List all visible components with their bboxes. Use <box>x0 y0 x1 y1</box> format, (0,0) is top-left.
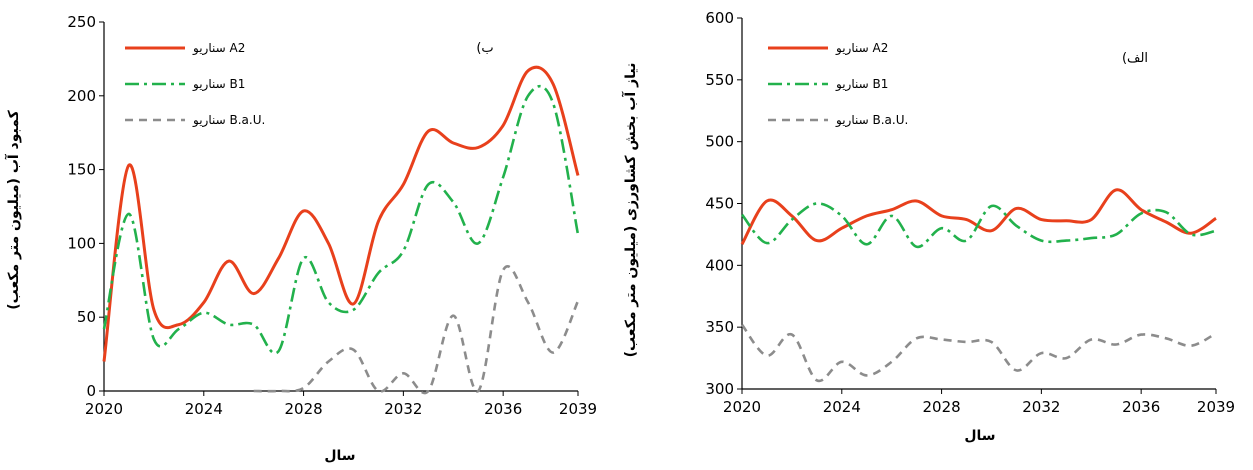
y-tick-label: 200 <box>67 87 96 105</box>
y-tick-label: 100 <box>67 234 96 252</box>
x-tick-label: 2028 <box>284 400 322 418</box>
legend-label: سناریو B.a.U. <box>835 113 908 128</box>
x-tick-label: 2032 <box>1022 398 1060 416</box>
water-deficit-chart: 0 50 100 150 200 250 2020 2024 2028 2032 2036 2039 س… <box>4 13 597 464</box>
x-tick-label: 2028 <box>922 398 960 416</box>
series-line-dashdot <box>102 84 580 355</box>
y-tick-label: 150 <box>67 161 96 179</box>
x-axis-title: سال <box>964 428 995 444</box>
series-line-dashed <box>253 265 580 395</box>
y-axis-title: نیاز آب بخش کشاورزی (میلیون متر مکعب) <box>621 63 639 358</box>
x-tick-label: 2024 <box>823 398 861 416</box>
y-tick-label: 600 <box>705 9 734 27</box>
y-axis-title: کمبود آب (میلیون متر مکعب) <box>4 109 22 309</box>
series-line-solid <box>740 188 1217 246</box>
y-tick-label: 300 <box>705 380 734 398</box>
legend-label: سناریو B1 <box>835 77 888 92</box>
y-tick-label: 550 <box>705 71 734 89</box>
series-line-dashdot <box>740 202 1217 249</box>
y-tick-label: 0 <box>86 382 96 400</box>
legend-label: سناریو B1 <box>192 77 245 92</box>
panel-label: (ب <box>476 41 493 56</box>
x-tick-label: 2024 <box>185 400 223 418</box>
y-tick-label: 350 <box>705 318 734 336</box>
y-tick-label: 500 <box>705 133 734 151</box>
x-tick-label: 2032 <box>384 400 422 418</box>
legend-label: سناریو B.a.U. <box>192 113 265 128</box>
y-tick-label: 450 <box>705 195 734 213</box>
y-tick-label: 250 <box>67 13 96 31</box>
agri-water-demand-chart: 300 350 400 450 500 550 600 2020 2024 2028 2032 203… <box>621 9 1235 444</box>
x-tick-label: 2020 <box>85 400 123 418</box>
legend-label: سناریو A2 <box>192 41 245 56</box>
legend-label: سناریو A2 <box>835 41 888 56</box>
series-line-solid <box>102 65 580 362</box>
x-tick-label: 2039 <box>1197 398 1235 416</box>
x-tick-label: 2036 <box>484 400 522 418</box>
panel-label: (الف <box>1122 51 1148 66</box>
y-tick-label: 400 <box>705 256 734 274</box>
x-axis-title: سال <box>324 448 355 464</box>
y-tick-label: 50 <box>77 308 96 326</box>
x-tick-label: 2039 <box>559 400 597 418</box>
x-tick-label: 2020 <box>723 398 761 416</box>
series-line-dashed <box>740 323 1217 383</box>
x-tick-label: 2036 <box>1122 398 1160 416</box>
